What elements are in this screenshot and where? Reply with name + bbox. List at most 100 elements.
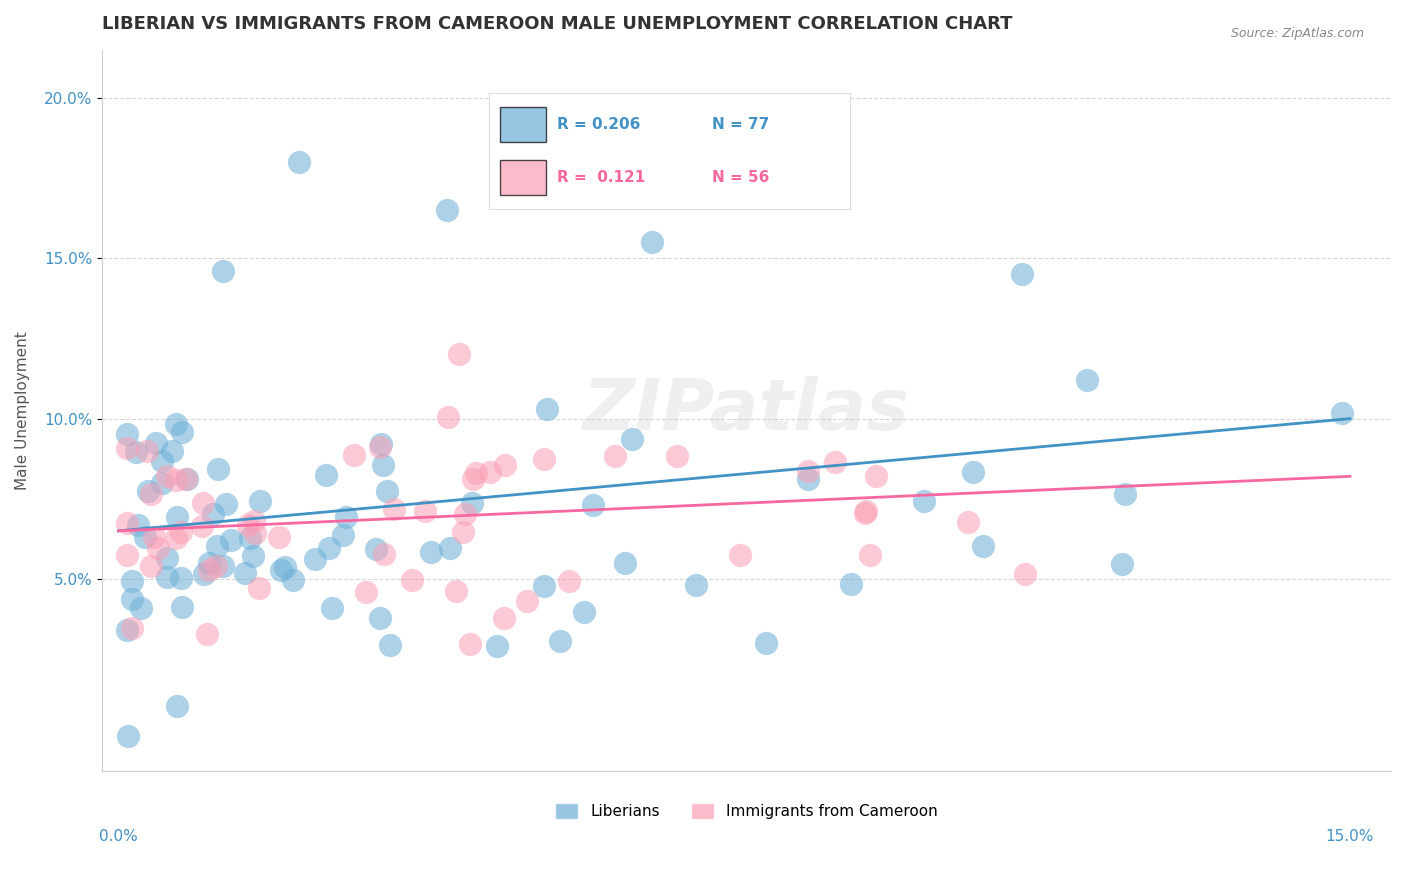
Point — [146, 541, 169, 555]
Point — [755, 636, 778, 650]
Point — [318, 541, 340, 555]
Point — [245, 526, 267, 541]
Point — [156, 570, 179, 584]
Point — [914, 494, 936, 508]
Point — [139, 558, 162, 573]
Point — [485, 639, 508, 653]
Point — [267, 530, 290, 544]
Point — [115, 516, 138, 531]
Point — [321, 601, 343, 615]
Point — [165, 531, 187, 545]
Point — [242, 549, 264, 563]
Point — [236, 518, 259, 533]
Point — [380, 638, 402, 652]
Point — [962, 465, 984, 479]
Point — [641, 235, 664, 250]
Point — [1014, 566, 1036, 581]
Point — [516, 594, 538, 608]
Point — [444, 584, 467, 599]
Point — [115, 548, 138, 562]
Point — [685, 578, 707, 592]
Text: 15.0%: 15.0% — [1326, 829, 1374, 844]
Point — [170, 525, 193, 540]
Point — [839, 576, 862, 591]
Point — [354, 584, 377, 599]
Point — [215, 498, 238, 512]
Point — [436, 203, 458, 218]
Point — [533, 579, 555, 593]
Point — [174, 472, 197, 486]
Point — [620, 432, 643, 446]
Point — [211, 558, 233, 573]
Point — [558, 574, 581, 588]
Point — [370, 436, 392, 450]
Point — [145, 435, 167, 450]
Point — [165, 473, 187, 487]
Point — [304, 552, 326, 566]
Point — [288, 155, 311, 169]
Point — [371, 458, 394, 472]
Point — [572, 605, 595, 619]
Point — [249, 493, 271, 508]
Point — [665, 449, 688, 463]
Point — [332, 527, 354, 541]
Point — [191, 519, 214, 533]
Point — [461, 495, 484, 509]
Point — [315, 468, 337, 483]
Point — [797, 472, 820, 486]
Point — [121, 592, 143, 607]
Point — [454, 508, 477, 522]
Point — [492, 611, 515, 625]
Point — [439, 541, 461, 556]
Point — [198, 563, 221, 577]
Point — [366, 541, 388, 556]
Point — [249, 581, 271, 595]
Point — [1330, 406, 1353, 420]
Point — [1111, 557, 1133, 571]
Point — [436, 409, 458, 424]
Point — [191, 496, 214, 510]
Point — [550, 634, 572, 648]
Point — [368, 611, 391, 625]
Point — [165, 417, 187, 431]
Point — [865, 469, 887, 483]
Point — [373, 547, 395, 561]
Point — [195, 626, 218, 640]
Point — [193, 566, 215, 581]
Point — [170, 425, 193, 440]
Point — [956, 515, 979, 529]
Text: Source: ZipAtlas.com: Source: ZipAtlas.com — [1230, 27, 1364, 40]
Point — [413, 504, 436, 518]
Point — [582, 498, 605, 512]
Y-axis label: Male Unemployment: Male Unemployment — [15, 331, 30, 490]
Point — [270, 562, 292, 576]
Point — [166, 509, 188, 524]
Point — [614, 557, 637, 571]
Point — [121, 621, 143, 635]
Point — [172, 599, 194, 614]
Point — [728, 548, 751, 562]
Text: 0.0%: 0.0% — [98, 829, 138, 844]
Point — [150, 476, 173, 491]
Point — [121, 574, 143, 588]
Point — [202, 508, 225, 522]
Point — [160, 444, 183, 458]
Point — [156, 469, 179, 483]
Point — [1076, 373, 1098, 387]
Point — [419, 545, 441, 559]
Point — [115, 441, 138, 455]
Point — [494, 458, 516, 472]
Point — [274, 559, 297, 574]
Point — [207, 539, 229, 553]
Point — [1011, 268, 1033, 282]
Point — [150, 454, 173, 468]
Point — [198, 556, 221, 570]
Point — [461, 472, 484, 486]
Point — [115, 427, 138, 442]
Point — [176, 472, 198, 486]
Point — [205, 559, 228, 574]
Point — [533, 452, 555, 467]
Point — [855, 504, 877, 518]
Point — [139, 486, 162, 500]
Point — [170, 571, 193, 585]
